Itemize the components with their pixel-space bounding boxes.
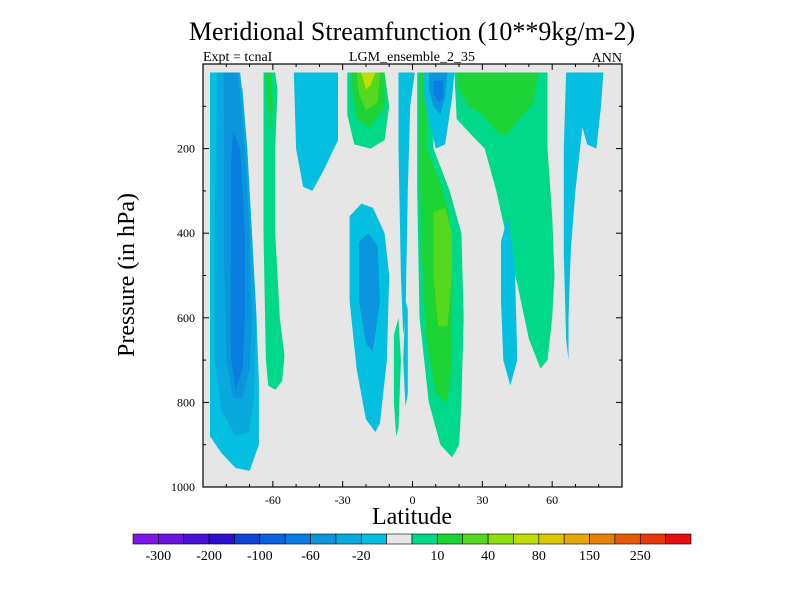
x-tick-label: 30 [476, 493, 488, 507]
colorbar-label: 40 [481, 549, 495, 564]
axis-ticks: -60 -30 0 30 60 200 400 600 800 1000 [171, 64, 622, 507]
x-tick-label: 60 [546, 493, 558, 507]
colorbar-swatch [487, 533, 514, 545]
contour-region-thin-negative-1 [403, 300, 408, 407]
colorbar-swatch [208, 533, 235, 545]
chart-title: Meridional Streamfunction (10**9kg/m-2) [189, 17, 635, 46]
subtitle-center: LGM_ensemble_2_35 [349, 50, 475, 65]
y-tick-label: 400 [177, 226, 195, 240]
colorbar-label: 10 [430, 549, 444, 564]
colorbar-swatch [589, 533, 616, 545]
x-axis-label: Latitude [372, 504, 452, 530]
y-tick-label: 200 [177, 142, 195, 156]
contour-region-lower-negative-l2 [359, 233, 380, 352]
colorbar-swatch [132, 533, 159, 545]
x-tick-label: 0 [410, 493, 416, 507]
colorbar-swatch [563, 533, 590, 545]
contour-region-nh-polar-negative [563, 72, 604, 361]
y-axis-label: Pressure (in hPa) [114, 193, 140, 357]
contour-region-nh-midlat-positive [454, 72, 555, 369]
y-tick-label: 1000 [171, 480, 195, 494]
plot-area: -60 -30 0 30 60 200 400 600 800 1000 [171, 63, 623, 507]
colorbar-swatch [360, 533, 387, 545]
colorbar: -300 -200 -100 -60 -20 10 40 80 150 250 [132, 533, 692, 564]
colorbar-label: -100 [247, 549, 273, 564]
colorbar-swatch [234, 533, 261, 545]
contour-region-nh-polar-negative-l2 [575, 72, 583, 98]
y-tick-label: 600 [177, 311, 195, 325]
colorbar-swatch [614, 533, 641, 545]
colorbar-swatch [437, 533, 464, 545]
colorbar-label: -60 [301, 549, 320, 564]
colorbar-swatch [411, 533, 438, 545]
contour-region-nh-upper-negative-l3 [433, 80, 443, 103]
contour-region-nh-cell-level3 [433, 207, 453, 327]
contour-region-nh-midlat-positive-l2 [456, 72, 539, 136]
colorbar-label: 250 [630, 549, 651, 564]
colorbar-label: -300 [146, 549, 172, 564]
colorbar-label: 80 [532, 549, 546, 564]
contour-region-sh-cell-level4 [230, 131, 245, 390]
colorbar-swatch [335, 533, 362, 545]
contour-region-polar-positive [263, 72, 285, 390]
colorbar-swatch [310, 533, 337, 545]
colorbar-swatch [183, 533, 210, 545]
contour-region-upper-positive-l3 [356, 72, 380, 111]
colorbar-label: -20 [352, 549, 371, 564]
contour-region-nh-deep-negative [501, 216, 518, 386]
contour-fills [210, 72, 604, 471]
contour-region-midlat-negative [293, 72, 338, 191]
colorbar-label: -200 [196, 549, 222, 564]
colorbar-swatch [538, 533, 565, 545]
contour-region-thin-positive-1 [393, 317, 401, 437]
contour-region-upper-positive-l4 [361, 72, 376, 90]
colorbar-swatch [513, 533, 540, 545]
x-tick-label: -60 [265, 493, 281, 507]
contour-region-polar-positive-core [265, 72, 273, 132]
contour-region-equatorial-negative [398, 72, 415, 335]
y-tick-label: 800 [177, 395, 195, 409]
colorbar-swatch [462, 533, 489, 545]
colorbar-swatch [639, 533, 666, 545]
colorbar-swatch [665, 533, 692, 545]
subtitle-left: Expt = tcnaI [203, 50, 273, 65]
subtitle-right: ANN [592, 51, 622, 66]
colorbar-label: 150 [579, 549, 600, 564]
x-tick-label: -30 [335, 493, 351, 507]
colorbar-swatch [284, 533, 311, 545]
colorbar-swatch [259, 533, 286, 545]
colorbar-swatch [158, 533, 185, 545]
colorbar-swatch [386, 533, 413, 545]
